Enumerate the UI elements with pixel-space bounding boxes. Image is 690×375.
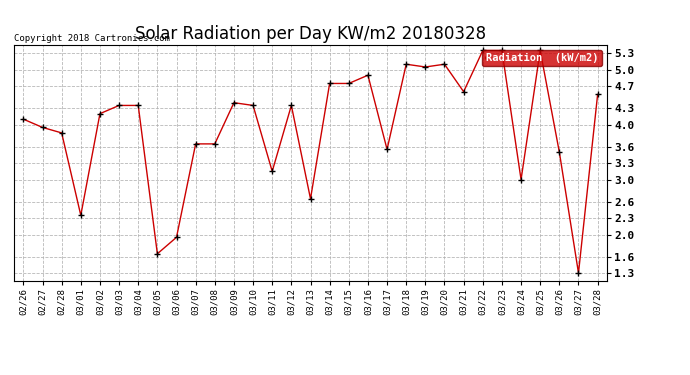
Legend: Radiation  (kW/m2): Radiation (kW/m2) — [482, 50, 602, 66]
Title: Solar Radiation per Day KW/m2 20180328: Solar Radiation per Day KW/m2 20180328 — [135, 26, 486, 44]
Text: Copyright 2018 Cartronics.com: Copyright 2018 Cartronics.com — [14, 34, 170, 43]
